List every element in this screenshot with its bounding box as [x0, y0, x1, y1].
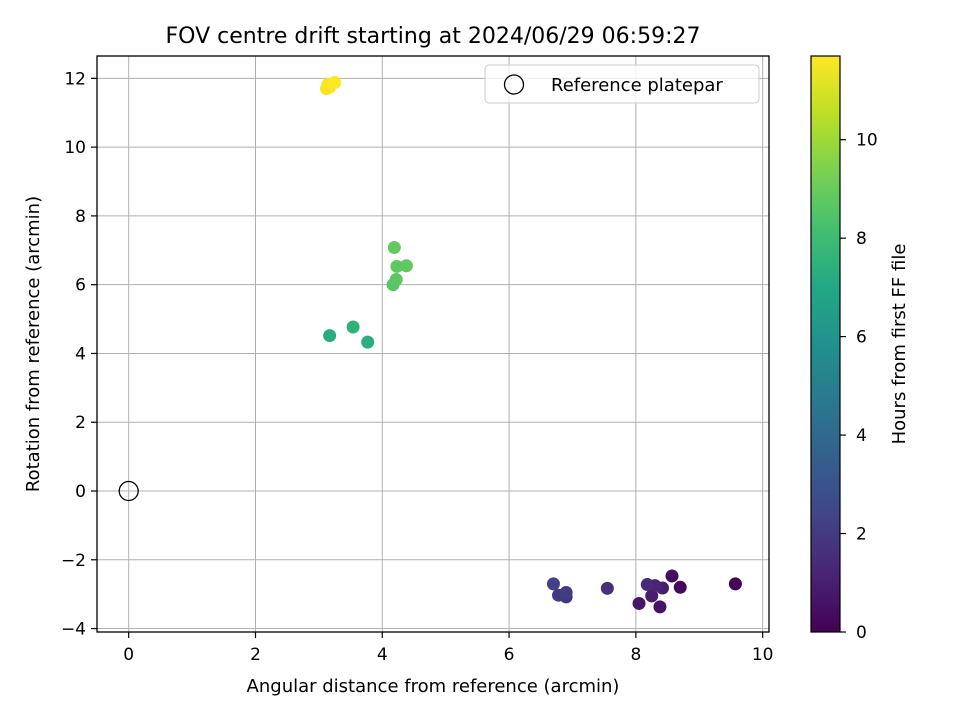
colorbar-ticks: 0 2 4 6 8 10 [840, 131, 878, 643]
data-point [645, 589, 659, 603]
x-axis-label: Angular distance from reference (arcmin) [247, 676, 620, 697]
x-tick-label: 8 [630, 645, 641, 665]
x-tick-label: 4 [377, 645, 388, 665]
data-point [653, 600, 667, 614]
y-tick-label: 8 [75, 207, 86, 227]
y-tick-label: 10 [64, 138, 86, 158]
x-tick-label: 6 [504, 645, 515, 665]
colorbar-gradient [810, 55, 841, 633]
colorbar-tick-label: 8 [856, 229, 867, 249]
y-axis-label: Rotation from reference (arcmin) [23, 196, 44, 492]
data-point [546, 577, 560, 591]
legend: Reference platepar [484, 64, 760, 104]
data-point [387, 241, 401, 255]
y-tick-label: 12 [64, 69, 86, 89]
data-point [399, 259, 413, 273]
data-point [640, 578, 654, 592]
x-tick-label: 0 [123, 645, 134, 665]
x-tick-label: 10 [752, 645, 774, 665]
data-point [389, 273, 403, 287]
grid [97, 56, 769, 632]
y-axis-ticks: −4 −2 0 2 4 6 8 10 12 [61, 69, 97, 640]
colorbar-label: Hours from first FF file [889, 244, 910, 445]
x-axis-ticks: 0 2 4 6 8 10 [123, 632, 773, 665]
x-tick-label: 2 [250, 645, 261, 665]
data-point [673, 580, 687, 594]
data-point [346, 320, 360, 334]
data-point [665, 569, 679, 583]
y-tick-label: −2 [61, 551, 86, 571]
data-point [390, 259, 404, 273]
data-point [361, 335, 375, 349]
colorbar-tick-label: 4 [856, 426, 867, 446]
data-point [323, 329, 337, 343]
data-point [632, 596, 646, 610]
y-tick-label: 2 [75, 413, 86, 433]
colorbar: 0 2 4 6 8 10 Hours from first FF file [810, 55, 910, 643]
chart-title: FOV centre drift starting at 2024/06/29 … [166, 24, 701, 49]
data-point [328, 75, 342, 89]
data-point [600, 581, 614, 595]
data-point [559, 585, 573, 599]
legend-box [484, 64, 760, 104]
data-point [728, 577, 742, 591]
y-tick-label: −4 [61, 620, 86, 640]
data-points [319, 75, 742, 614]
plot-frame [96, 55, 770, 633]
colorbar-tick-label: 6 [856, 328, 867, 348]
legend-label: Reference platepar [551, 75, 723, 96]
y-tick-label: 4 [75, 344, 86, 364]
colorbar-tick-label: 10 [856, 131, 878, 151]
y-tick-label: 6 [75, 276, 86, 296]
colorbar-tick-label: 2 [856, 525, 867, 545]
reference-marker-group [118, 480, 139, 502]
colorbar-tick-label: 0 [856, 623, 867, 643]
legend-marker [503, 74, 525, 95]
reference-platepar-marker [118, 480, 139, 502]
y-tick-label: 0 [75, 482, 86, 502]
